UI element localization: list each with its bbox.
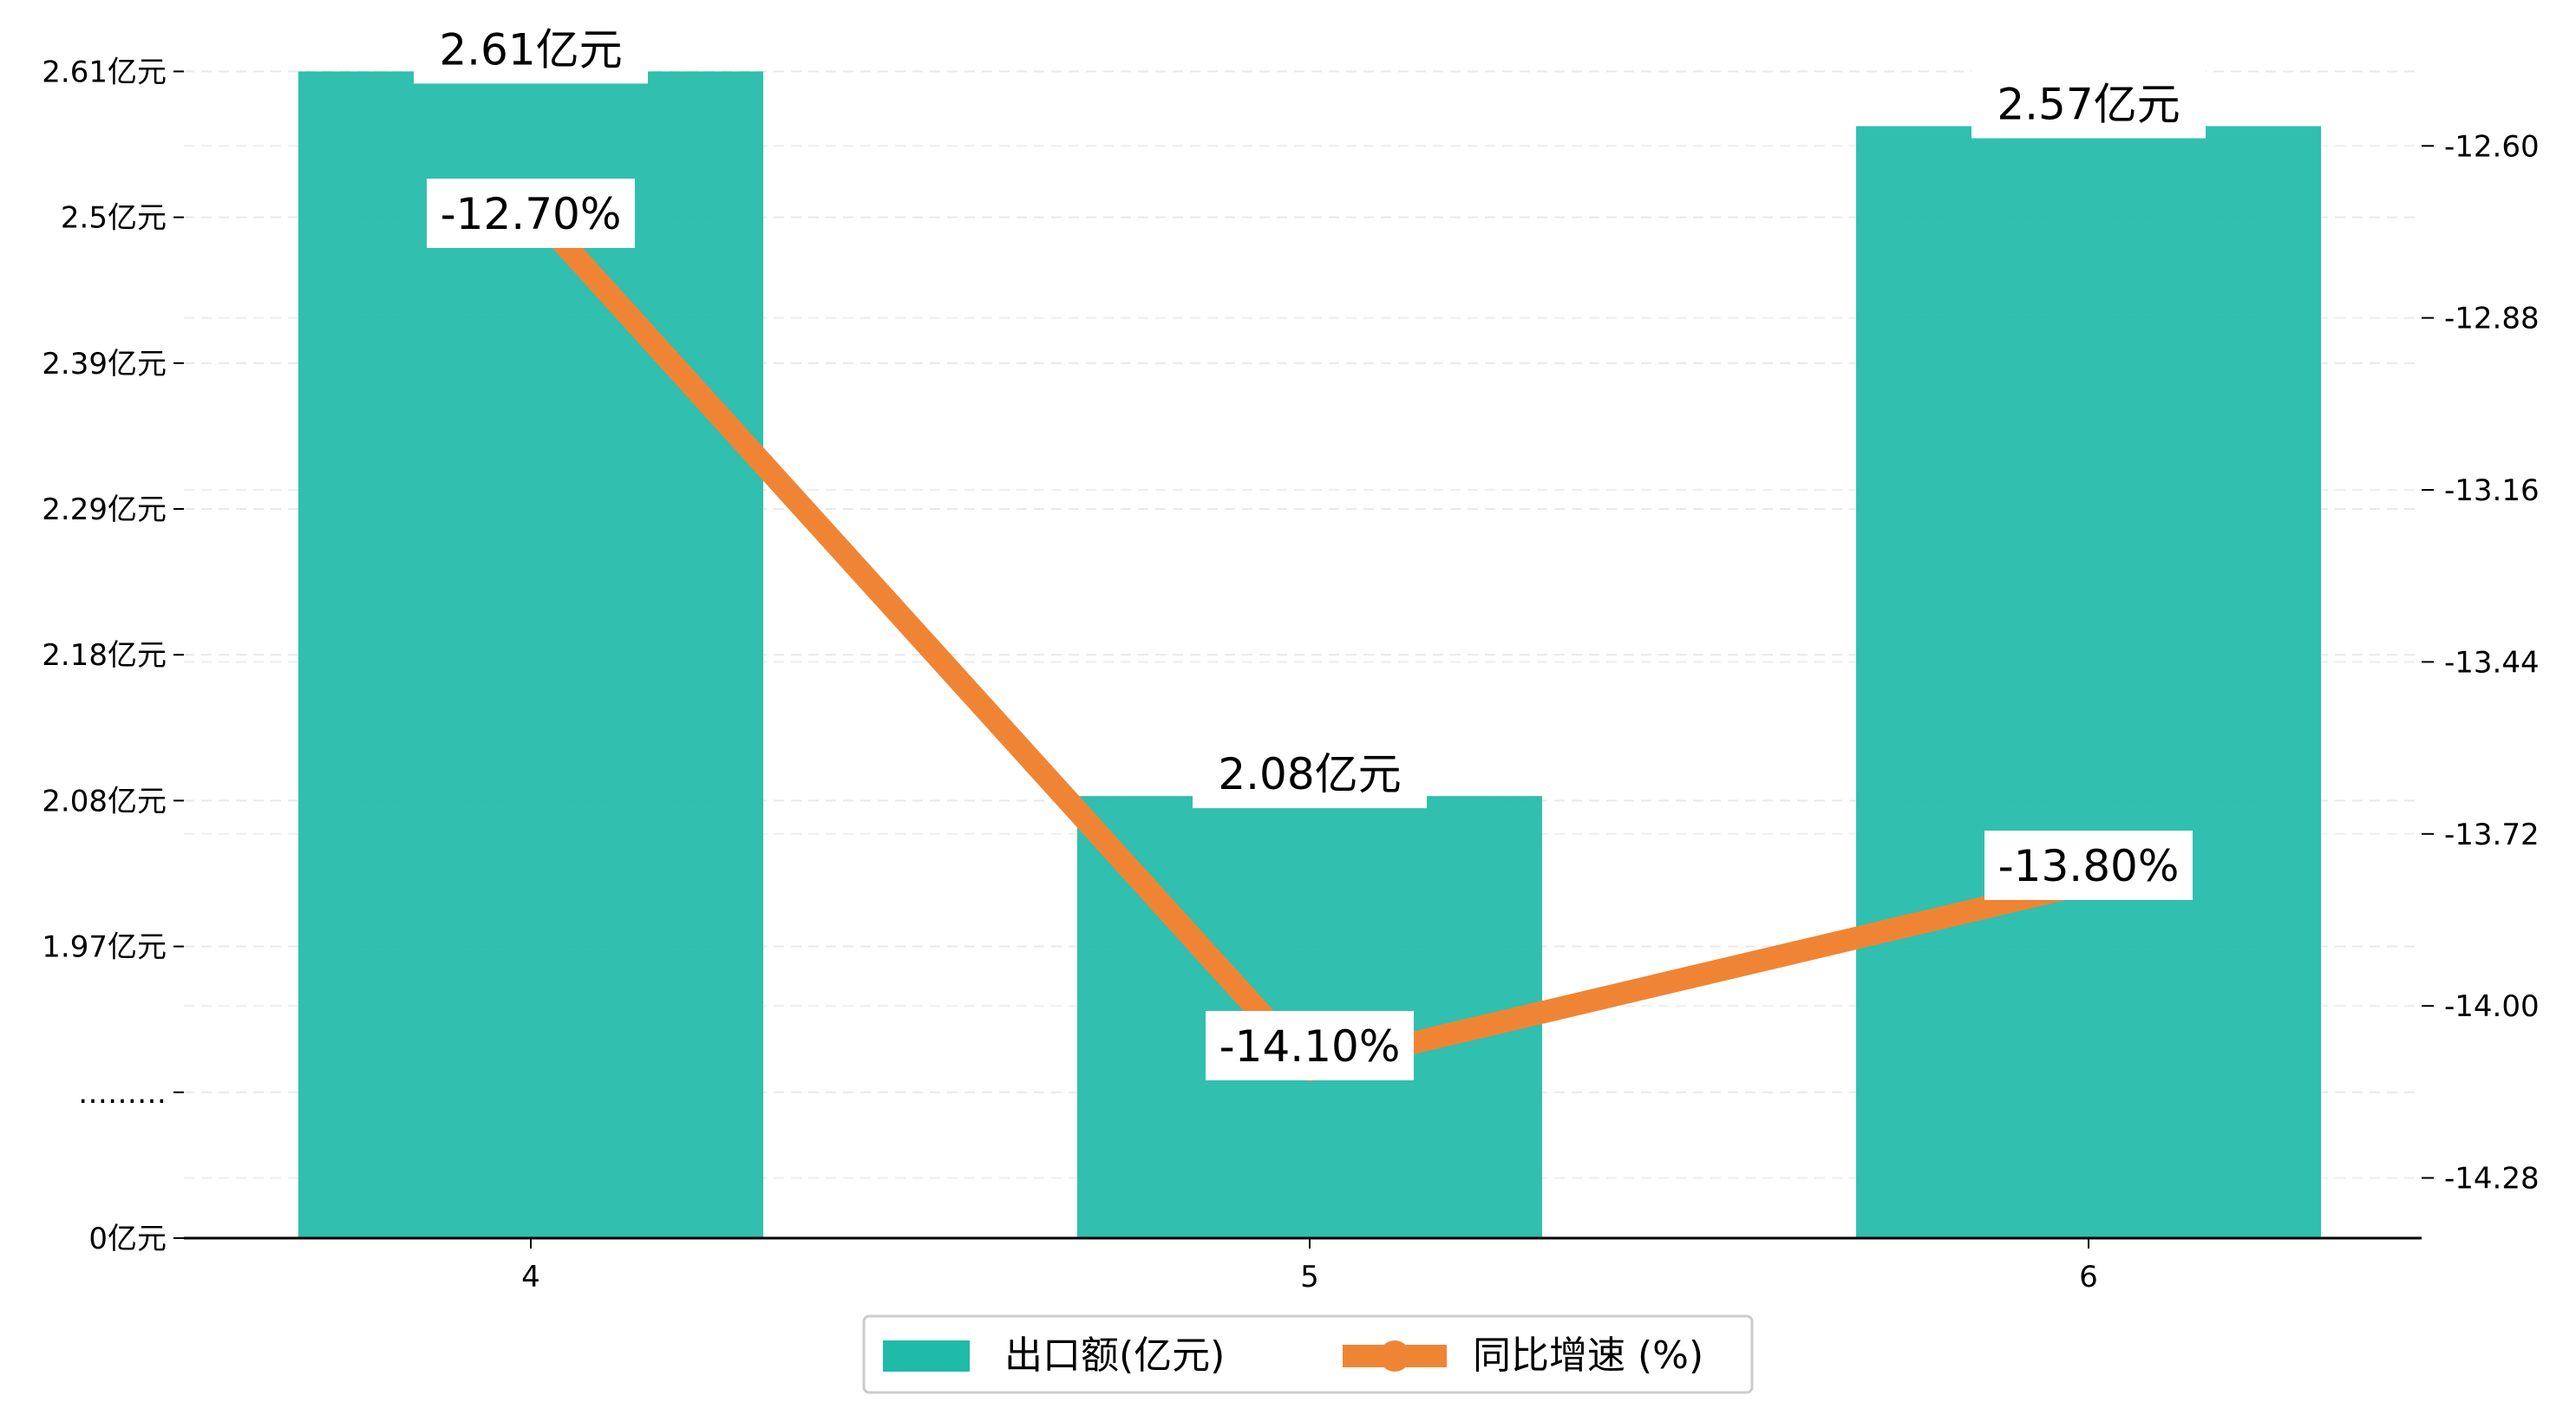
- bar-value-label: 2.57亿元: [1997, 79, 2180, 129]
- axes: 4 5 6 0亿元 ……… 1.97亿元 2.08亿元 2.18亿元 2.29亿元 2.39亿元 2…: [42, 55, 2539, 1294]
- y-right-tick-label: -13.72: [2444, 818, 2540, 852]
- y-left-tick-label: 2.18亿元: [42, 638, 167, 673]
- bar-value-label: 2.61亿元: [439, 24, 622, 75]
- growth-value-label-box: [1984, 831, 2193, 900]
- legend-label-bar: 出口额(亿元): [1004, 1333, 1225, 1378]
- legend-swatch-bar: [883, 1340, 970, 1372]
- y-left-tick-label: 2.29亿元: [42, 492, 167, 527]
- y-left-tick-label: 0亿元: [88, 1222, 167, 1256]
- data-labels: 2.61亿元 2.08亿元 2.57亿元 -12.70% -14.10% -13.80%: [414, 14, 2206, 1080]
- legend: 出口额(亿元) 同比增速 (%): [862, 1314, 1754, 1394]
- legend-box: [862, 1314, 1754, 1394]
- legend-swatch-marker: [1379, 1340, 1410, 1372]
- legend-label-line: 同比增速 (%): [1473, 1333, 1703, 1378]
- y-left-tick-label: ………: [78, 1076, 167, 1111]
- y-right-tick-label: -12.60: [2444, 129, 2540, 164]
- bar-value-label-box: [1193, 739, 1427, 809]
- bar-value-label-box: [414, 14, 648, 84]
- growth-value-label-box: [427, 179, 635, 248]
- y-left-tick-label: 2.08亿元: [42, 784, 167, 818]
- bar-series: [298, 71, 2321, 1239]
- bar-6: [1856, 126, 2321, 1239]
- y-left-tick-label: 2.61亿元: [42, 55, 167, 89]
- y-right-tick-label: -12.88: [2444, 302, 2540, 336]
- x-tick-label: 4: [521, 1260, 540, 1294]
- y-left-tick-label: 2.39亿元: [42, 347, 167, 381]
- y-right-tick-label: -13.16: [2444, 473, 2540, 508]
- y-left-tick-label: 2.5亿元: [61, 201, 167, 236]
- growth-value-label: -13.80%: [1998, 841, 2180, 891]
- growth-value-label-box: [1206, 1011, 1414, 1080]
- x-tick-label: 5: [1300, 1260, 1319, 1294]
- y-left-tick-label: 1.97亿元: [42, 930, 167, 965]
- bar-value-label: 2.08亿元: [1218, 749, 1401, 799]
- y-right-tick-label: -13.44: [2444, 645, 2540, 680]
- bar-value-label-box: [1971, 68, 2206, 139]
- bar-4: [298, 71, 763, 1238]
- y-right-tick-label: -14.28: [2444, 1162, 2540, 1197]
- growth-value-label: -12.70%: [441, 189, 622, 239]
- x-tick-label: 6: [2079, 1260, 2098, 1294]
- growth-value-label: -14.10%: [1219, 1021, 1401, 1072]
- y-right-tick-label: -14.00: [2444, 989, 2540, 1024]
